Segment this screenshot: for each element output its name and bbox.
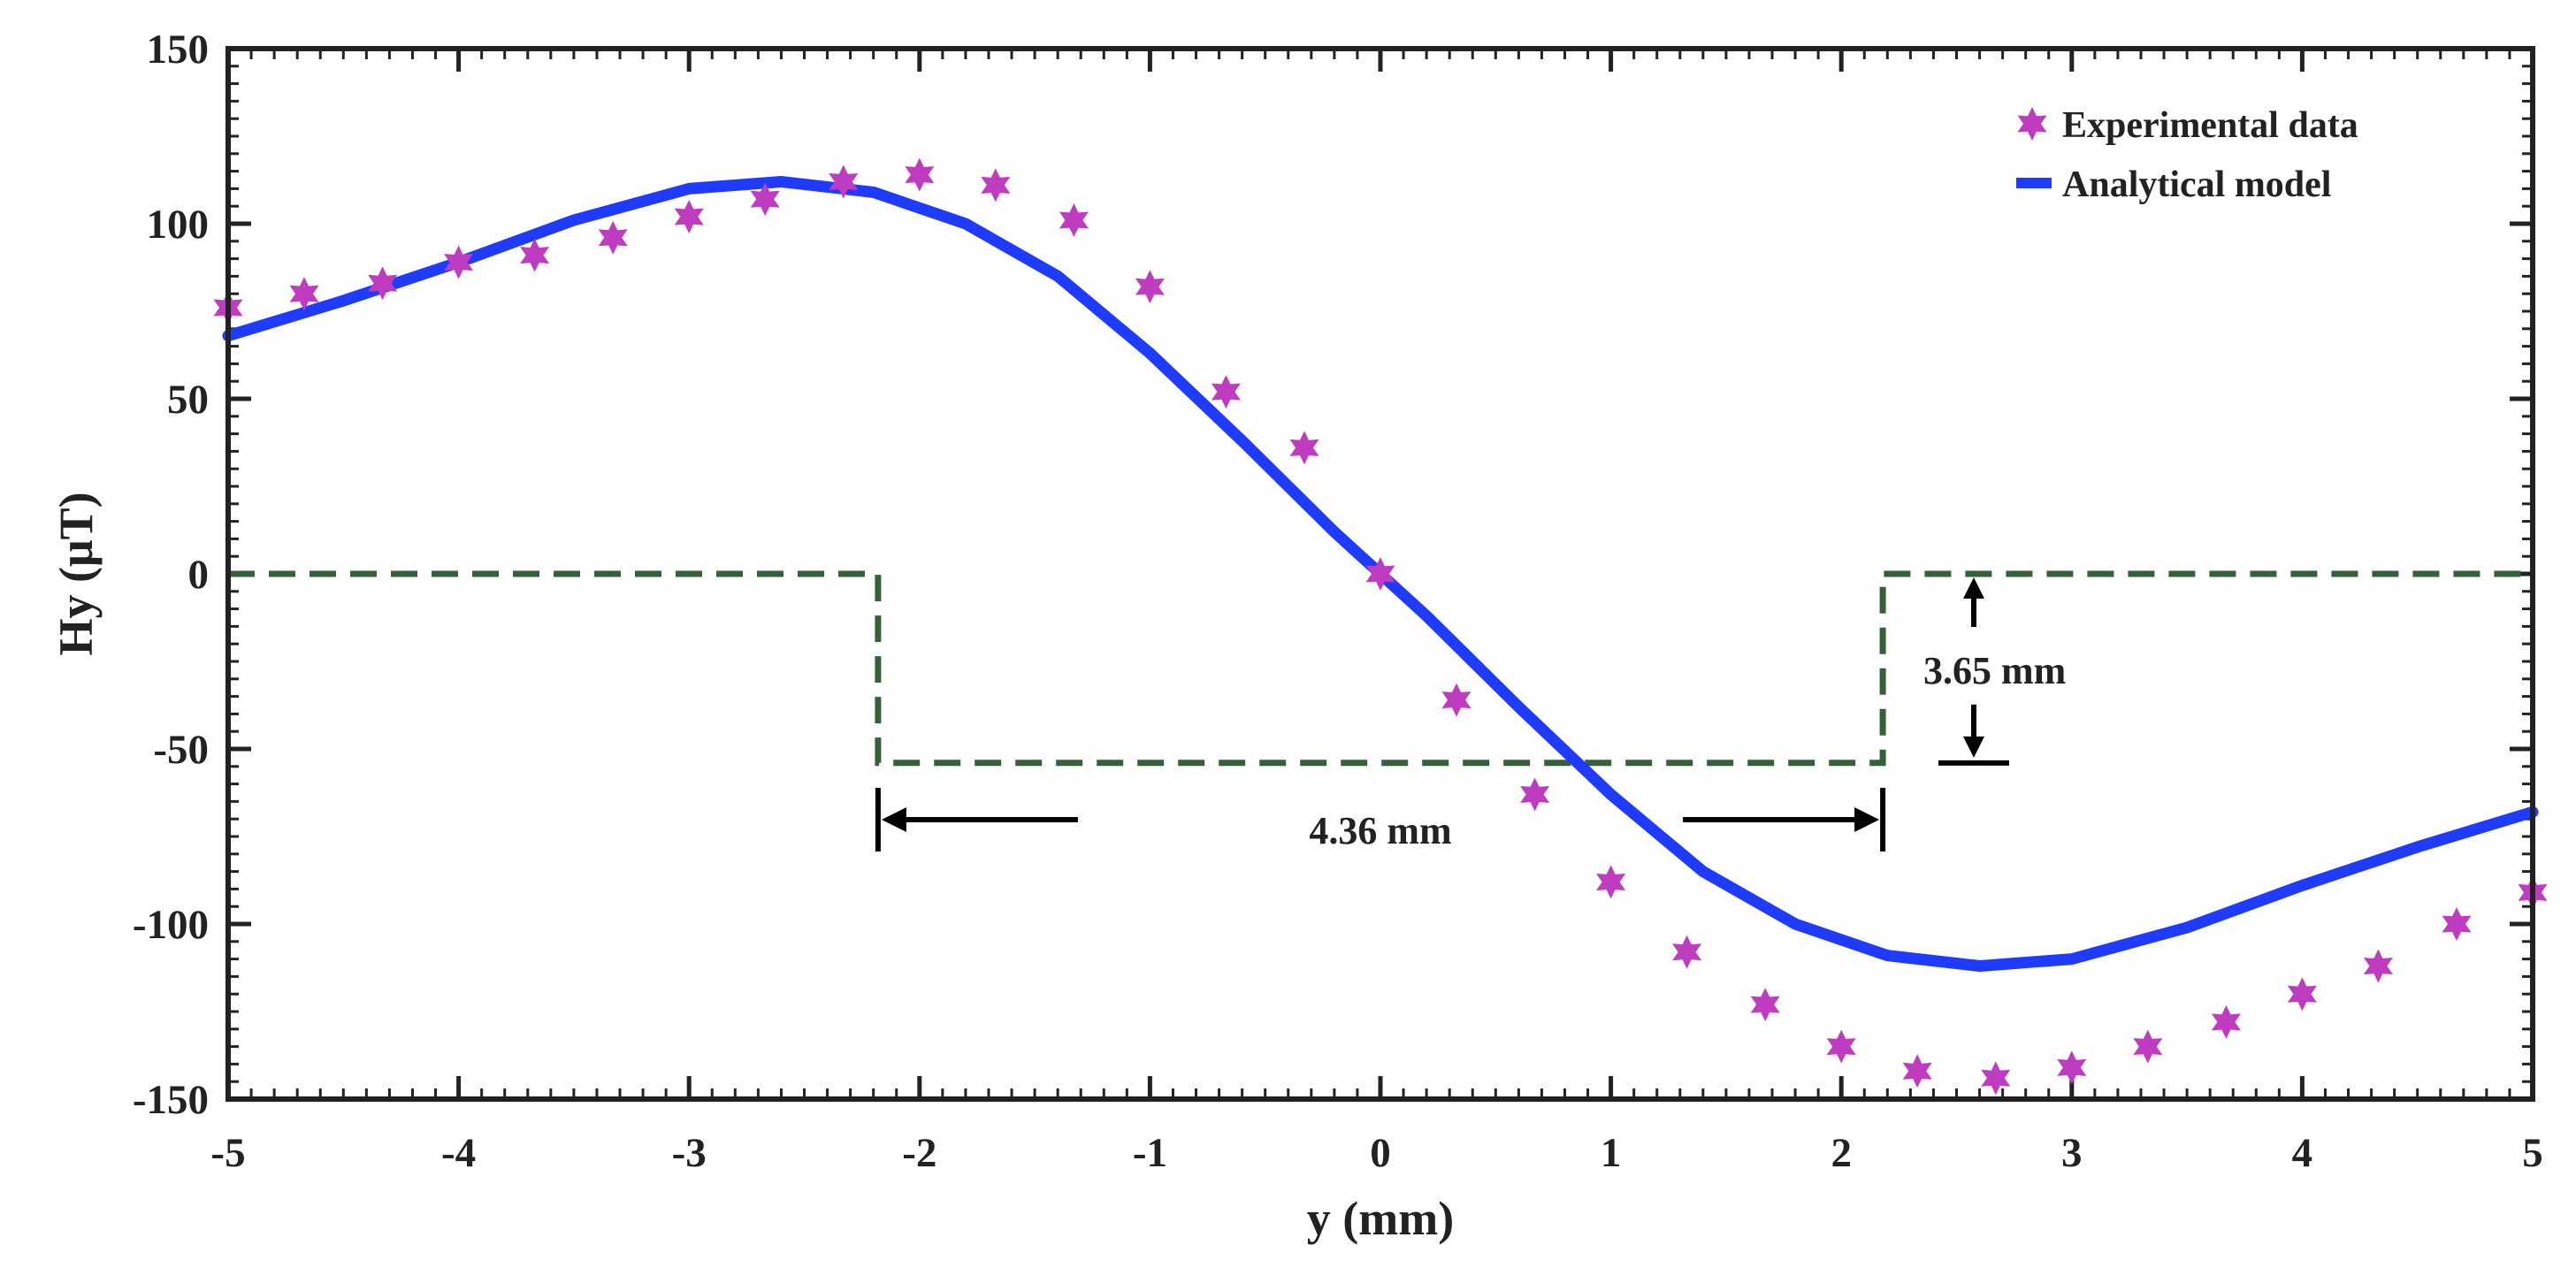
legend-star-marker-shape <box>2017 107 2047 141</box>
experimental-data-point <box>520 238 550 272</box>
experimental-data-point <box>1902 1054 1932 1088</box>
x-tick-label: -3 <box>672 1130 707 1176</box>
width-arrow-left-head <box>881 807 906 832</box>
experimental-data-point <box>2211 1004 2241 1039</box>
experimental-data-point <box>1441 683 1471 717</box>
experimental-data-point <box>1826 1029 1856 1064</box>
width-annotation-label: 4.36 mm <box>1309 809 1451 852</box>
x-tick-label: -1 <box>1133 1130 1167 1176</box>
experimental-data-point <box>674 200 704 234</box>
y-tick-label: -50 <box>153 727 209 773</box>
width-arrow-right-head <box>1854 807 1880 832</box>
x-tick-label: 5 <box>2522 1130 2543 1176</box>
x-tick-label: -4 <box>441 1130 476 1176</box>
x-tick-label: 3 <box>2061 1130 2083 1176</box>
experimental-data-point <box>905 157 935 192</box>
experimental-data-point <box>1750 988 1780 1022</box>
x-tick-label: -2 <box>902 1130 936 1176</box>
depth-arrow-up-head <box>1963 577 1984 599</box>
experimental-data-point <box>1211 375 1241 409</box>
series-layer <box>213 157 2548 1096</box>
x-tick-label: -5 <box>210 1130 245 1176</box>
legend-star-marker <box>2017 107 2047 141</box>
depth-arrow-down-head <box>1963 736 1984 758</box>
experimental-data-point <box>981 168 1011 202</box>
y-tick-label: -150 <box>133 1077 209 1123</box>
experimental-data-point <box>1596 865 1626 899</box>
experimental-data-point <box>598 220 628 255</box>
experimental-data-point <box>1981 1061 2011 1096</box>
x-tick-label: 0 <box>1370 1130 1391 1176</box>
experimental-data-point <box>1289 431 1319 465</box>
y-tick-label: 150 <box>147 27 210 73</box>
legend: Experimental data Analytical model <box>2016 105 2358 205</box>
x-axis-title: y (mm) <box>1307 1192 1454 1245</box>
experimental-data-point <box>1135 270 1165 304</box>
dimension-annotations <box>875 577 2009 852</box>
plot-frame <box>225 46 2535 1102</box>
experimental-data-point <box>289 277 319 311</box>
experimental-data-point <box>2133 1029 2163 1064</box>
y-tick-label: 50 <box>167 377 209 423</box>
experimental-data-point <box>1365 557 1395 591</box>
groove-profile-dashed-line <box>228 570 2533 767</box>
experimental-data-point <box>2057 1050 2087 1085</box>
experimental-data-point <box>444 245 474 279</box>
experimental-data-point <box>829 164 859 199</box>
y-axis-title: Hy (μT) <box>50 492 103 655</box>
y-tick-label: 100 <box>147 202 210 248</box>
legend-label-analytical: Analytical model <box>2062 164 2331 205</box>
tick-labels: -5 -4 -3 -2 -1 0 1 2 3 4 5 150 100 50 0 -50 -100 -150 <box>133 27 2543 1176</box>
x-tick-label: 4 <box>2292 1130 2313 1176</box>
y-tick-label: 0 <box>188 552 210 598</box>
depth-annotation-label: 3.65 mm <box>1923 649 2066 692</box>
experimental-data-point <box>368 266 398 301</box>
experimental-data-point <box>1059 203 1089 237</box>
legend-label-experimental: Experimental data <box>2062 105 2358 146</box>
experimental-data-point <box>1520 777 1550 812</box>
experimental-data-point <box>2442 907 2472 941</box>
y-tick-label: -100 <box>133 902 209 948</box>
experimental-data-point <box>750 182 780 217</box>
experimental-data-point <box>1672 935 1702 969</box>
x-tick-label: 2 <box>1831 1130 1852 1176</box>
experimental-data-point <box>2363 949 2393 983</box>
experimental-data-point <box>2287 977 2317 1012</box>
x-tick-label: 1 <box>1601 1130 1622 1176</box>
